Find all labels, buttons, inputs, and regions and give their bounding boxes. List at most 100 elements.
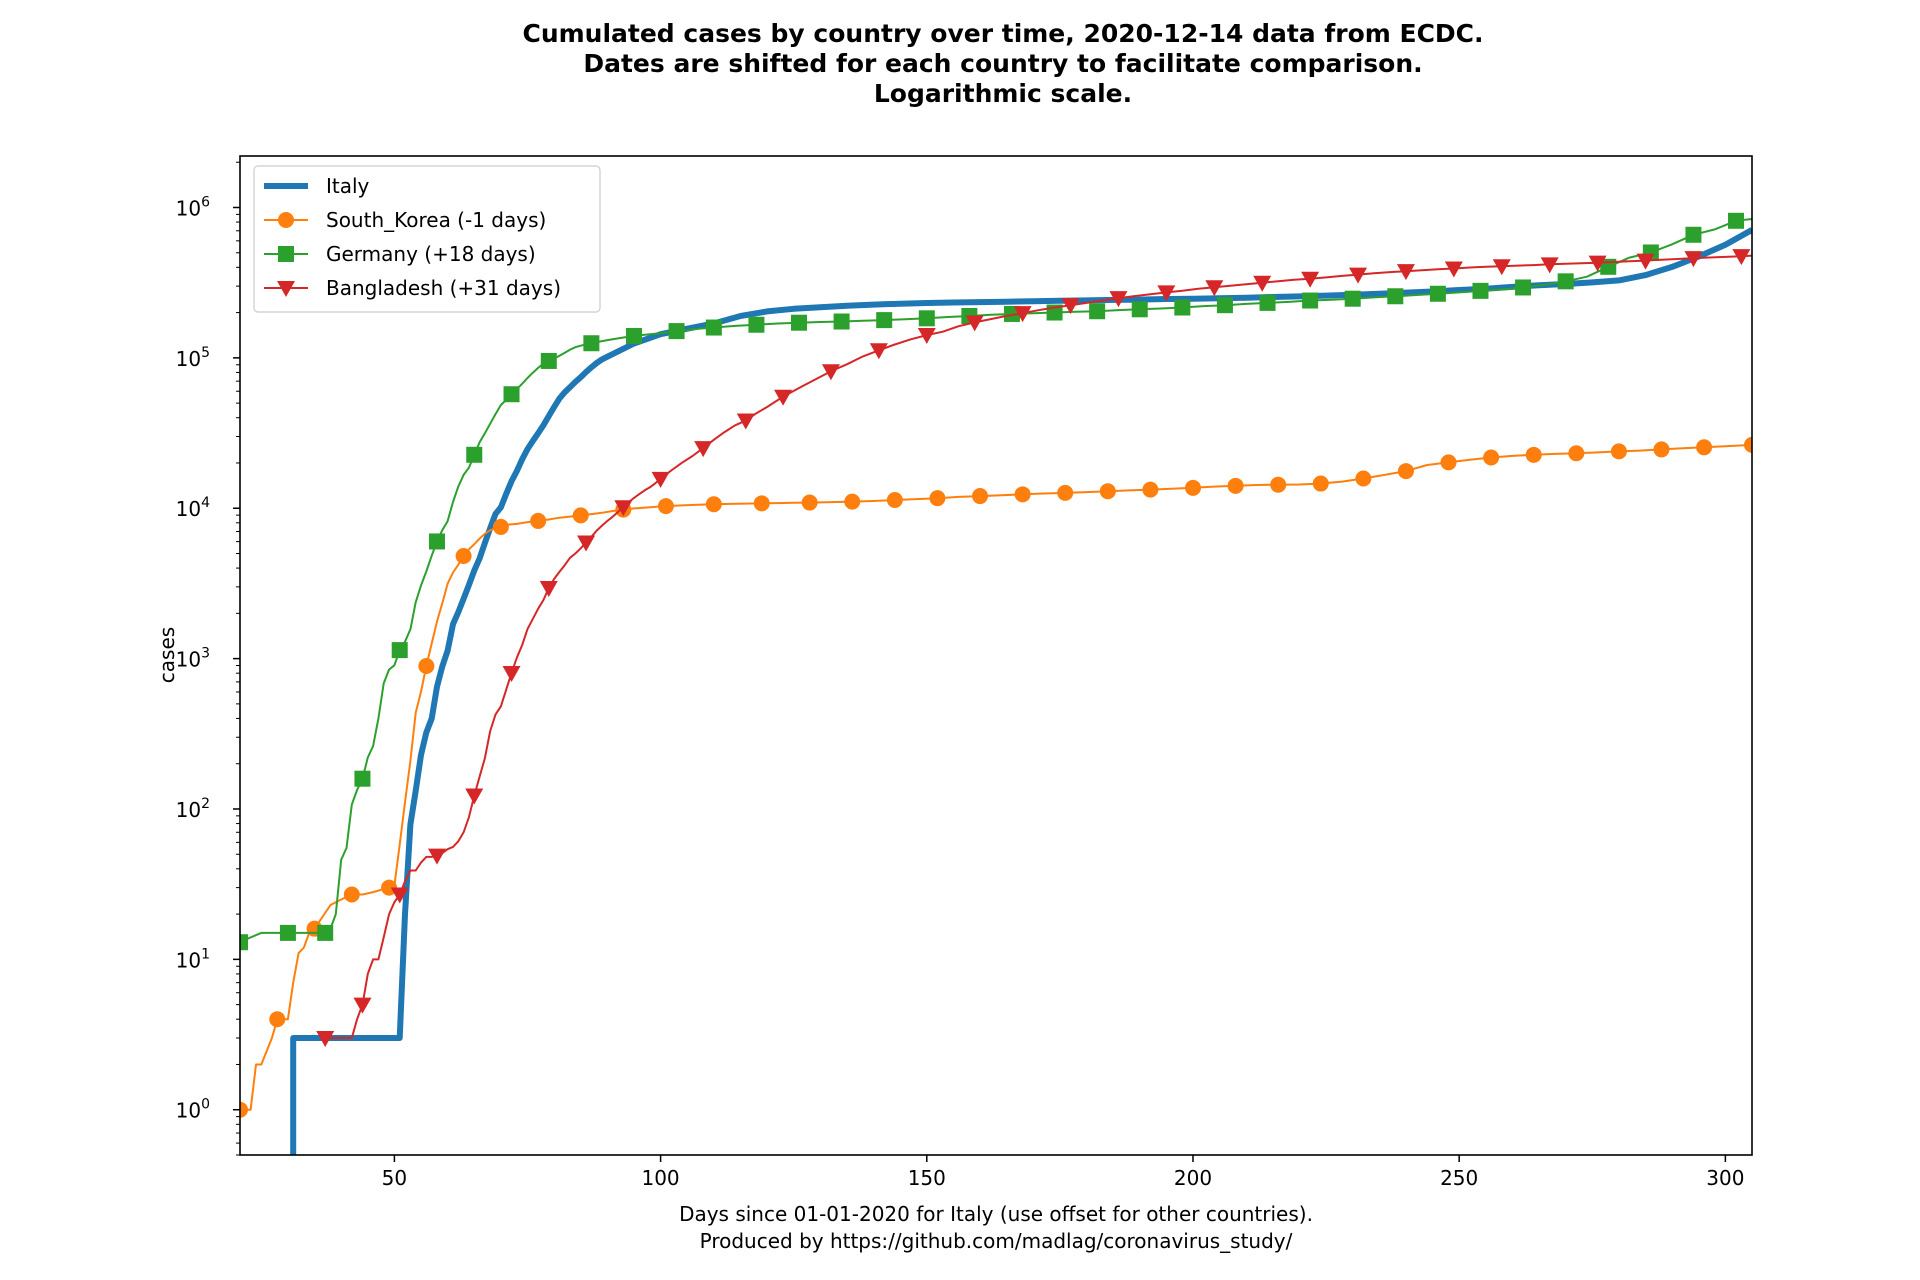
legend: Italy South_Korea (-1 days) Germany (+18 d… <box>253 165 601 313</box>
data-point <box>844 493 861 510</box>
series-3 <box>316 249 1752 1047</box>
data-point <box>876 312 893 329</box>
legend-label: Germany (+18 days) <box>326 242 536 266</box>
data-point <box>540 352 557 369</box>
x-tick-label: 300 <box>1706 1166 1744 1190</box>
data-point <box>1440 454 1457 471</box>
data-point <box>1355 470 1372 487</box>
data-point <box>736 413 755 430</box>
x-axis-label-line-2: Produced by https://github.com/madlag/co… <box>700 1229 1293 1253</box>
data-point <box>1109 291 1128 308</box>
data-point <box>791 314 808 331</box>
data-point <box>1205 280 1224 297</box>
y-tick-label: 102 <box>176 796 210 822</box>
data-point <box>1270 476 1287 493</box>
data-point <box>1610 443 1627 460</box>
data-point <box>1089 303 1106 320</box>
data-point <box>455 548 472 565</box>
legend-label: South_Korea (-1 days) <box>326 208 546 232</box>
data-point <box>492 518 509 535</box>
chart-title-line-3: Logarithmic scale. <box>874 79 1132 108</box>
data-point <box>354 770 371 787</box>
legend-item: Germany (+18 days) <box>264 242 536 266</box>
data-point <box>1253 275 1272 292</box>
y-tick-label: 104 <box>176 495 210 521</box>
data-point <box>625 327 642 344</box>
data-point <box>886 492 903 509</box>
data-point <box>466 446 483 463</box>
data-point <box>657 498 674 515</box>
data-point <box>705 319 722 336</box>
data-point <box>1259 294 1276 311</box>
data-point <box>1387 288 1404 305</box>
data-point <box>1568 445 1585 462</box>
legend-box <box>253 165 601 313</box>
y-axis-label: cases <box>155 627 179 683</box>
data-point <box>1174 299 1191 316</box>
data-point <box>279 924 296 941</box>
data-point <box>530 512 547 529</box>
data-point <box>1444 261 1463 278</box>
data-point <box>1057 484 1074 501</box>
data-point <box>929 490 946 507</box>
data-point <box>465 788 484 805</box>
legend-item: South_Korea (-1 days) <box>264 208 546 232</box>
data-point <box>316 1030 335 1047</box>
data-point <box>965 315 984 332</box>
data-point <box>1312 475 1329 492</box>
chart-title-line-2: Dates are shifted for each country to fa… <box>583 49 1422 78</box>
data-point <box>1184 479 1201 496</box>
legend-marker <box>278 246 294 262</box>
data-point <box>1014 486 1031 503</box>
data-point <box>801 494 818 511</box>
data-point <box>972 488 989 505</box>
data-point <box>1636 253 1655 270</box>
data-point <box>1696 439 1713 456</box>
data-point <box>391 642 408 659</box>
legend-label: Italy <box>326 174 370 198</box>
legend-label: Bangladesh (+31 days) <box>326 276 561 300</box>
data-point <box>240 934 248 951</box>
data-point <box>583 335 600 352</box>
x-tick-label: 250 <box>1440 1166 1478 1190</box>
data-point <box>614 500 633 517</box>
data-point <box>1744 436 1752 453</box>
x-axis-label-line-1: Days since 01-01-2020 for Italy (use off… <box>679 1202 1313 1226</box>
chart-title-line-1: Cumulated cases by country over time, 20… <box>522 19 1483 48</box>
data-point <box>502 665 521 682</box>
data-point <box>1684 251 1703 268</box>
data-point <box>748 316 765 333</box>
legend-item: Italy <box>264 174 370 198</box>
data-point <box>753 495 770 512</box>
data-point <box>917 328 936 345</box>
data-point <box>1588 255 1607 272</box>
data-point <box>240 1101 248 1118</box>
data-point <box>869 343 888 360</box>
data-point <box>1732 249 1751 266</box>
data-point <box>1515 279 1532 296</box>
data-point <box>1540 257 1559 274</box>
data-point <box>539 581 558 598</box>
data-point <box>694 441 713 458</box>
data-point <box>1525 446 1542 463</box>
series-layer <box>240 212 1752 1155</box>
data-point <box>668 323 685 340</box>
data-point <box>572 507 589 524</box>
data-point <box>427 848 446 865</box>
data-point <box>1013 306 1032 323</box>
legend-marker <box>278 212 294 228</box>
plot-area <box>240 156 1752 1155</box>
data-point <box>343 886 360 903</box>
data-point <box>1653 441 1670 458</box>
data-point <box>1157 285 1176 302</box>
data-point <box>1216 297 1233 314</box>
plot-frame <box>239 155 1753 1156</box>
data-point <box>705 496 722 513</box>
data-point <box>1557 273 1574 290</box>
data-point <box>418 658 435 675</box>
x-axis: 50 100 150 200 250 300 <box>382 1155 1744 1190</box>
data-point <box>1302 292 1319 309</box>
data-point <box>1349 267 1368 284</box>
